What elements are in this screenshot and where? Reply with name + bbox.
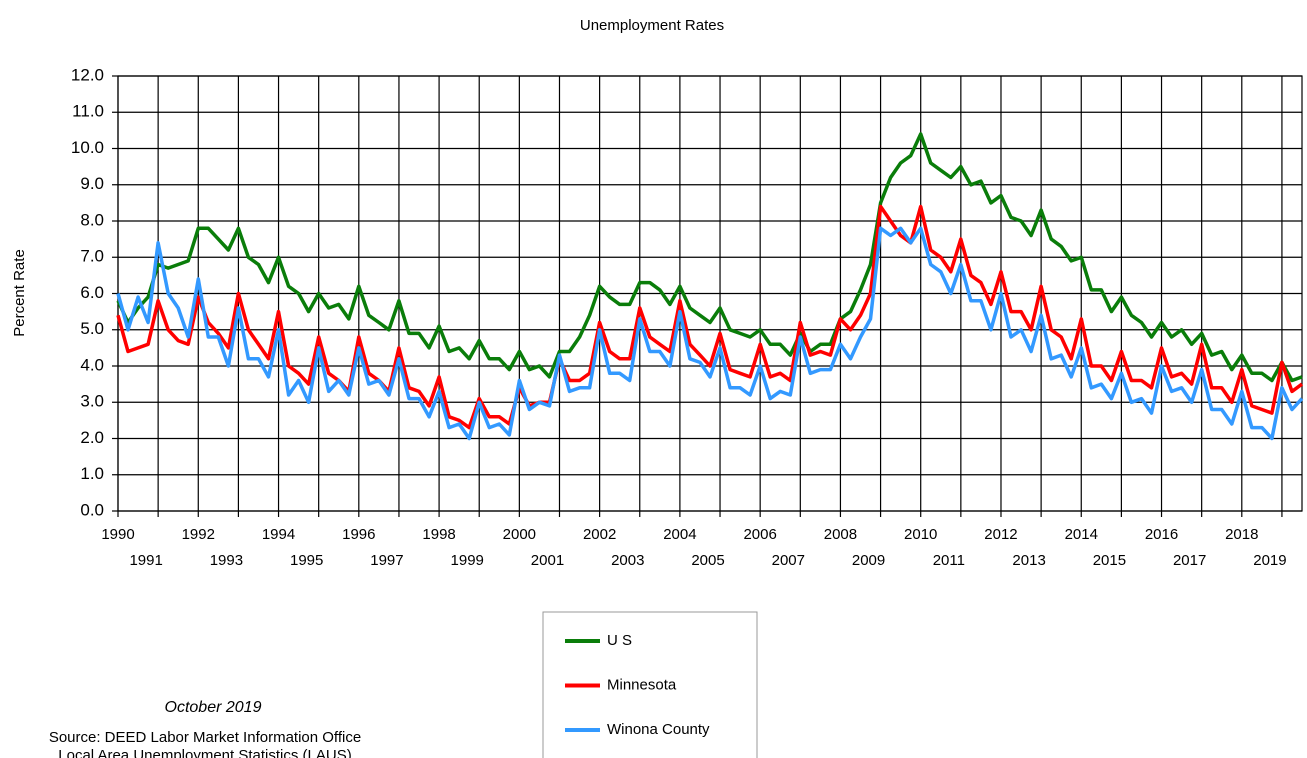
x-tick-label: 1993 [210,552,243,569]
note-survey: Local Area Unemployment Statistics (LAUS… [58,747,351,758]
x-tick-label: 1998 [422,526,455,543]
y-tick-label: 12.0 [71,65,104,84]
x-tick-label: 1999 [451,552,484,569]
legend-label: Winona County [607,721,710,738]
y-tick-label: 1.0 [80,464,104,483]
x-tick-label: 2010 [904,526,937,543]
y-tick-label: 3.0 [80,392,104,411]
legend-label: U S [607,632,632,649]
x-tick-label: 1996 [342,526,375,543]
legend-label: Minnesota [607,676,677,693]
x-tick-label: 2006 [743,526,776,543]
note-source: Source: DEED Labor Market Information Of… [49,729,361,746]
x-tick-label: 2009 [852,552,885,569]
series-line [116,226,1304,441]
x-tick-label: 2015 [1093,552,1126,569]
note-date: October 2019 [165,699,262,716]
x-tick-label: 2002 [583,526,616,543]
y-tick-label: 9.0 [80,174,104,193]
x-tick-label: 2014 [1065,526,1098,543]
x-tick-label: 2004 [663,526,696,543]
series-line [116,204,1304,430]
y-axis-label: Percent Rate [11,249,28,337]
x-tick-label: 2017 [1173,552,1206,569]
series-line [116,132,1303,383]
y-tick-label: 8.0 [80,210,104,229]
x-tick-label: 2000 [503,526,536,543]
y-tick-label: 2.0 [80,428,104,447]
x-tick-label: 2008 [824,526,857,543]
x-tick-label: 1997 [370,552,403,569]
x-tick-label: 2003 [611,552,644,569]
x-tick-label: 2018 [1225,526,1258,543]
x-tick-label: 2019 [1253,552,1286,569]
x-tick-label: 2005 [691,552,724,569]
y-tick-label: 4.0 [80,355,104,374]
y-tick-label: 10.0 [71,138,104,157]
y-tick-label: 11.0 [72,102,104,121]
x-tick-label: 1990 [101,526,134,543]
y-tick-label: 5.0 [80,319,104,338]
x-tick-label: 2012 [984,526,1017,543]
x-tick-label: 2013 [1012,552,1045,569]
x-tick-label: 2011 [933,552,965,569]
y-tick-label: 0.0 [80,500,104,519]
x-tick-label: 2016 [1145,526,1178,543]
y-tick-label: 7.0 [80,247,104,266]
y-tick-label: 6.0 [80,283,104,302]
x-tick-label: 1992 [182,526,215,543]
x-tick-label: 2001 [531,552,564,569]
x-tick-label: 1991 [129,552,162,569]
chart-title: Unemployment Rates [580,17,724,34]
x-tick-label: 1994 [262,526,295,543]
x-tick-label: 1995 [290,552,323,569]
x-tick-label: 2007 [772,552,805,569]
